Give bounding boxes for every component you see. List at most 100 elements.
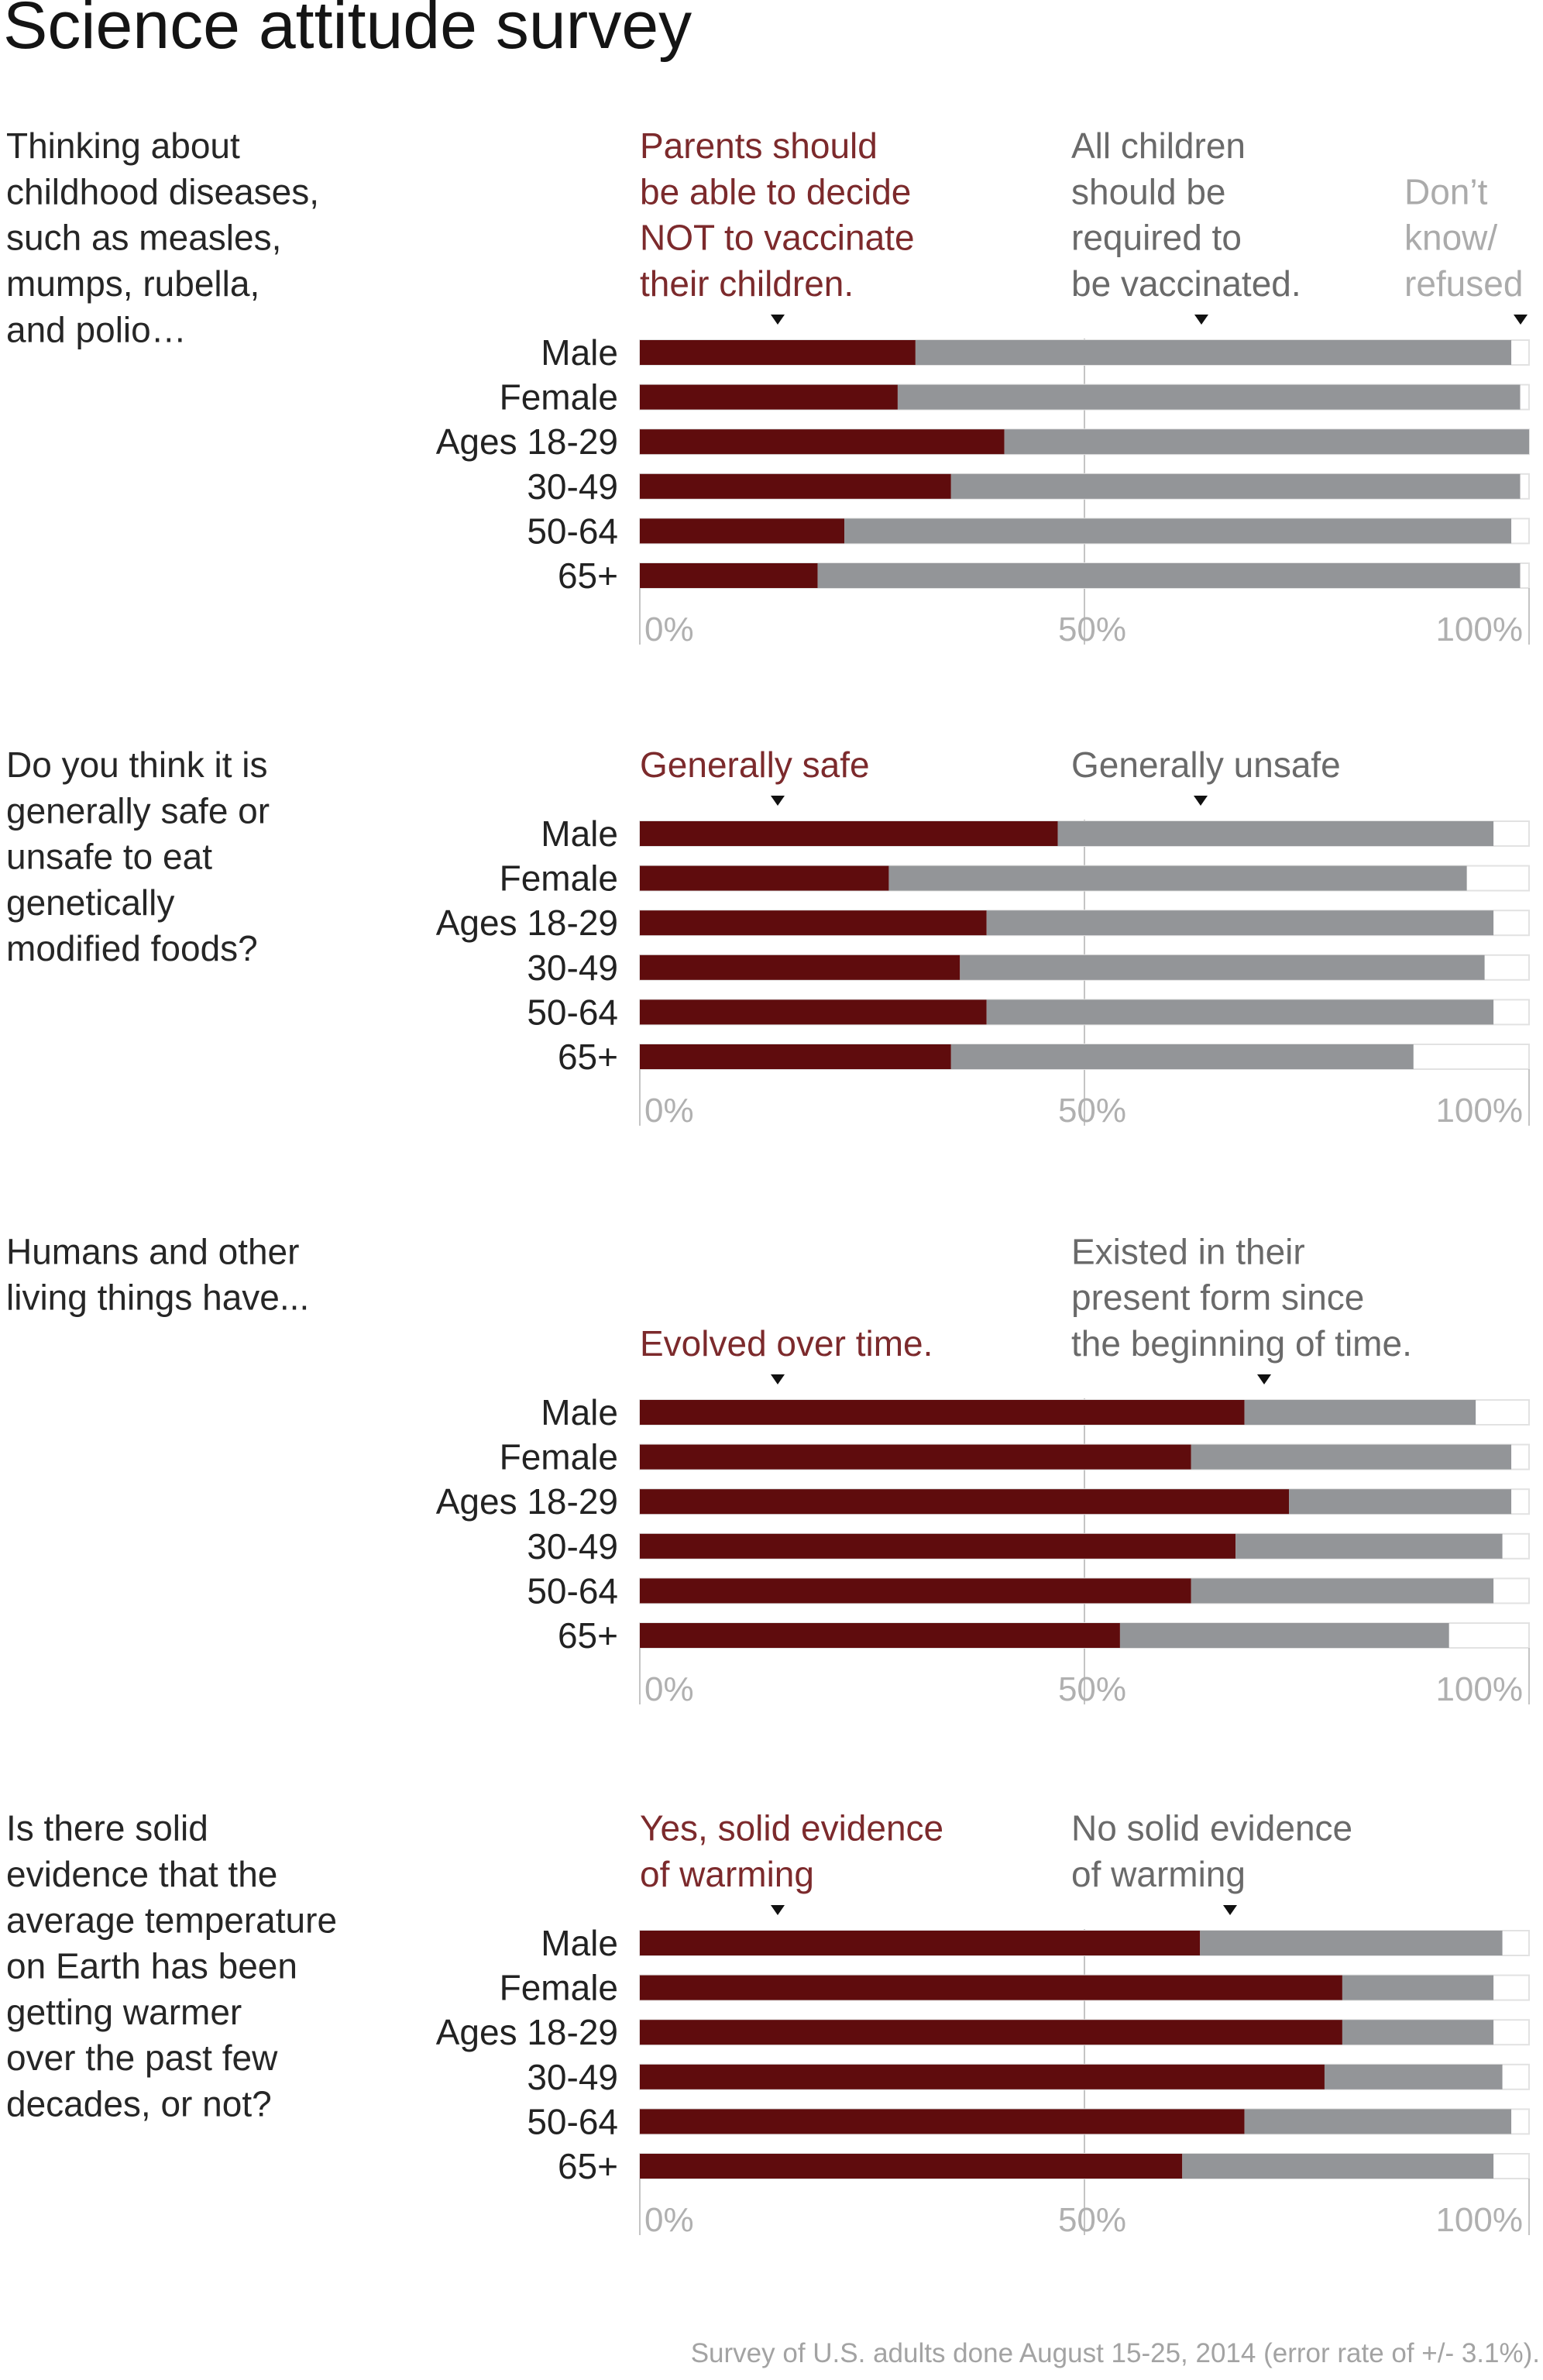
x-tick-label: 100% (1435, 1092, 1523, 1130)
row-label: Female (500, 1968, 618, 2008)
triangle-down-marker-icon (771, 796, 785, 806)
footer-note: Survey of U.S. adults done August 15-25,… (691, 2338, 1540, 2368)
legend-label-line: of warming (640, 1854, 814, 1894)
row-label: 65+ (558, 1615, 618, 1656)
question-text: Humans and other living things have... (6, 1231, 309, 1317)
triangle-down-marker-icon (1194, 315, 1208, 325)
row-label: 65+ (558, 1037, 618, 1077)
bar-segment-secondary (915, 340, 1512, 365)
survey-panels: Thinking about childhood diseases, such as… (6, 126, 1530, 2239)
question-line: mumps, rubella, (6, 263, 259, 304)
bar-segment-secondary (897, 384, 1521, 410)
legend-label-line: Evolved over time. (640, 1323, 933, 1364)
bar-segment-secondary (1004, 429, 1529, 455)
bar-segment-secondary (1342, 1975, 1494, 2000)
row-label: Male (541, 332, 618, 373)
bar-segment-primary (640, 429, 1005, 455)
question-line: Is there solid (6, 1808, 208, 1849)
bar-segment-primary (640, 2109, 1245, 2134)
question-text: Thinking about childhood diseases, such as… (6, 126, 319, 349)
bar-segment-primary (640, 1489, 1290, 1515)
question-line: Do you think it is (6, 745, 267, 785)
bar-segment-primary (640, 1533, 1236, 1559)
bar-segment-primary (640, 999, 987, 1025)
bar-segment-primary (640, 1400, 1245, 1425)
question-line: decades, or not? (6, 2084, 272, 2124)
legend-label-line: All children (1071, 126, 1246, 166)
legend-label: All children should be required to be vacci… (1071, 126, 1301, 304)
bar-segment-secondary (1244, 1400, 1476, 1425)
bar-segment-secondary (1119, 1623, 1449, 1648)
legend-label-line: Existed in their (1071, 1231, 1305, 1271)
row-label: Male (541, 1923, 618, 1963)
triangle-down-marker-icon (1514, 315, 1528, 325)
row-label: Male (541, 813, 618, 854)
x-tick-label: 100% (1435, 2201, 1523, 2239)
row-label: 50-64 (527, 2101, 618, 2141)
x-tick-label: 50% (1058, 1670, 1126, 1708)
question-line: evidence that the (6, 1854, 277, 1894)
bar-segment-secondary (1289, 1489, 1512, 1515)
row-label: 50-64 (527, 992, 618, 1032)
question-line: Humans and other (6, 1231, 299, 1271)
legend-label: Generally safe (640, 745, 870, 785)
row-label: 30-49 (527, 948, 618, 988)
bar-segment-primary (640, 1931, 1201, 1955)
bar-segment-primary (640, 473, 951, 499)
question-line: generally safe or (6, 790, 270, 831)
legend-label-line: be vaccinated. (1071, 263, 1301, 304)
legend-label-line: required to (1071, 218, 1242, 258)
x-tick-label: 0% (644, 1092, 694, 1130)
bar-segment-secondary (1200, 1931, 1503, 1955)
legend-label-line: Don’t (1404, 171, 1488, 212)
row-label: Ages 18-29 (436, 2012, 618, 2052)
legend-label-line: should be (1071, 171, 1226, 212)
bar-segment-secondary (1324, 2064, 1503, 2089)
legend-label-line: Parents should (640, 126, 878, 166)
bar-segment-secondary (1342, 2020, 1494, 2045)
question-line: unsafe to eat (6, 837, 212, 877)
question-line: such as measles, (6, 218, 281, 258)
bar-segment-primary (640, 910, 987, 936)
legend-label: Generally unsafe (1071, 745, 1341, 785)
bar-segment-secondary (960, 954, 1485, 980)
x-tick-label: 50% (1058, 1092, 1126, 1130)
row-label: Female (500, 1437, 618, 1477)
question-line: genetically (6, 882, 174, 923)
legend-label: Existed in their present form since the be… (1071, 1231, 1412, 1364)
row-label: Female (500, 858, 618, 899)
row-label: Female (500, 377, 618, 418)
bar-segment-secondary (1191, 1578, 1494, 1604)
bar-segment-primary (640, 865, 889, 891)
legend-label: No solid evidence of warming (1071, 1808, 1352, 1894)
triangle-down-marker-icon (771, 1905, 785, 1915)
legend-label-line: know/ (1404, 218, 1497, 258)
bar-segment-primary (640, 1623, 1120, 1648)
question-text: Is there solid evidence that the average t… (6, 1808, 337, 2124)
question-line: living things have... (6, 1278, 309, 1318)
question-line: and polio… (6, 309, 187, 349)
survey-panel: Humans and other living things have... Evo… (6, 1231, 1530, 1708)
question-line: childhood diseases, (6, 171, 319, 212)
triangle-down-marker-icon (1194, 796, 1208, 806)
bar-segment-primary (640, 2064, 1325, 2089)
legend-label-line: refused (1404, 263, 1523, 304)
x-tick-label: 0% (644, 2201, 694, 2239)
legend-label-line: Generally unsafe (1071, 745, 1341, 785)
legend-label-line: present form since (1071, 1278, 1364, 1318)
legend-label: Parents should be able to decide NOT to va… (640, 126, 915, 304)
triangle-down-marker-icon (771, 1374, 785, 1384)
row-label: 50-64 (527, 1570, 618, 1611)
triangle-down-marker-icon (771, 315, 785, 325)
bar-segment-secondary (817, 563, 1521, 588)
legend-label-line: be able to decide (640, 171, 911, 212)
row-label: 30-49 (527, 1526, 618, 1567)
x-tick-label: 0% (644, 1670, 694, 1708)
bar-segment-secondary (844, 518, 1512, 544)
survey-panel: Is there solid evidence that the average t… (6, 1808, 1530, 2239)
row-label: 50-64 (527, 511, 618, 551)
legend-label-line: Generally safe (640, 745, 870, 785)
legend-label-line: their children. (640, 263, 854, 304)
bar-segment-secondary (986, 999, 1494, 1025)
